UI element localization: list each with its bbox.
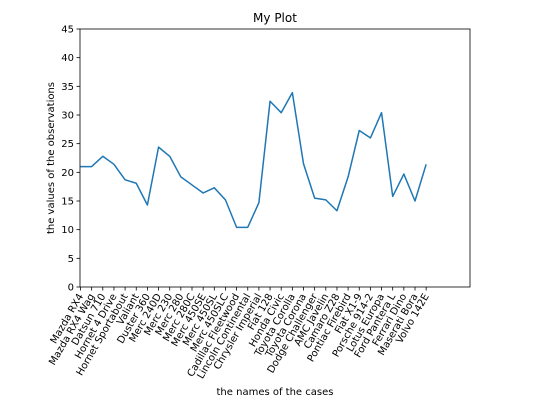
y-tick-label: 20 bbox=[61, 168, 74, 179]
y-tick-label: 15 bbox=[61, 197, 74, 208]
series-line bbox=[80, 91, 427, 229]
y-tick-label: 30 bbox=[61, 111, 74, 122]
y-tick-label: 25 bbox=[61, 139, 74, 150]
y-tick-label: 45 bbox=[61, 25, 74, 36]
y-tick-label: 10 bbox=[61, 225, 74, 236]
plot-area bbox=[79, 28, 471, 288]
y-tick-label: 5 bbox=[68, 254, 74, 265]
chart-title: My Plot bbox=[253, 11, 297, 25]
plot-frame bbox=[79, 28, 471, 288]
y-axis: 0 5 10 15 20 25 30 35 40 45 bbox=[61, 25, 80, 294]
y-tick-label: 0 bbox=[68, 283, 74, 294]
y-axis-label: the values of the observations bbox=[46, 82, 57, 234]
y-tick-label: 40 bbox=[61, 53, 74, 64]
y-tick-label: 35 bbox=[61, 82, 74, 93]
x-axis-label: the names of the cases bbox=[217, 387, 334, 398]
